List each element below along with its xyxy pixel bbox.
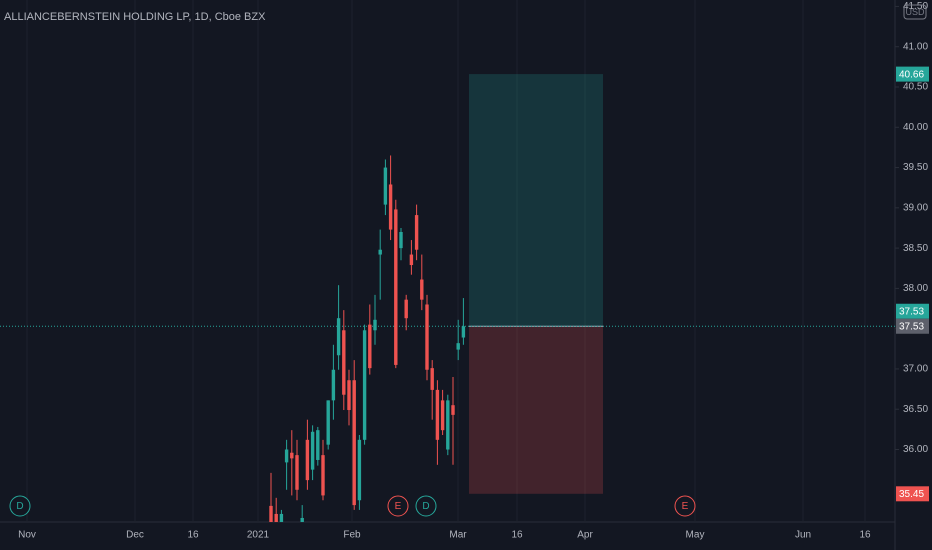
grid — [26, 0, 866, 522]
chart-title: ALLIANCEBERNSTEIN HOLDING LP, 1D, Cboe B… — [4, 11, 266, 23]
candle-body — [352, 380, 356, 506]
candle-body — [430, 368, 434, 390]
x-tick-label: Feb — [343, 530, 361, 541]
candle-body — [373, 319, 377, 331]
x-tick-label: Apr — [577, 530, 593, 541]
candle-body — [435, 389, 440, 440]
currency: USD — [905, 7, 925, 17]
candle-body — [347, 380, 351, 411]
event-label: E — [395, 501, 402, 512]
candle-body — [269, 505, 273, 522]
event-label: D — [16, 501, 23, 512]
axes: 41.50 41.00 40.50 40.00 39.50 39.00 38.50 38.00… — [18, 1, 929, 541]
price-label: 37.53 — [899, 306, 924, 317]
y-tick-label: 36.00 — [903, 444, 928, 455]
x-tick-label: May — [686, 530, 705, 541]
stop-zone — [469, 326, 603, 494]
target-zone — [469, 74, 603, 327]
y-tick-label: 39.00 — [903, 202, 928, 213]
y-tick-label: 40.50 — [903, 82, 928, 93]
candle-body — [295, 455, 299, 490]
candle-body — [440, 400, 445, 431]
y-tick-label: 36.50 — [903, 404, 928, 415]
candle-body — [446, 400, 450, 450]
event-marker[interactable] — [387, 495, 409, 517]
candle-body — [383, 167, 388, 205]
candle-body — [284, 449, 289, 463]
candle-body — [404, 299, 408, 319]
candle-body — [305, 439, 310, 481]
candle-body — [279, 513, 284, 522]
candle-body — [409, 254, 414, 266]
x-tick-label: 16 — [511, 530, 523, 541]
candle-body — [357, 439, 362, 501]
price-label-bg — [896, 486, 929, 502]
candle-body — [362, 330, 367, 440]
candle-body — [331, 369, 336, 401]
event-label: E — [682, 501, 689, 512]
x-tick-label: Nov — [18, 530, 36, 541]
event-label: D — [422, 501, 429, 512]
candle-body — [399, 232, 403, 249]
candle-body — [420, 279, 424, 300]
price-label: 37.53 — [899, 321, 924, 332]
price-label-bg — [896, 66, 929, 82]
candle-body — [300, 517, 304, 522]
candle-body — [388, 184, 393, 230]
candle-body — [274, 513, 278, 522]
candle-body — [310, 431, 315, 470]
candle-body — [336, 318, 341, 356]
price-label: 35.45 — [899, 489, 924, 500]
y-tick-label: 38.50 — [903, 243, 928, 254]
x-tick-label: Jun — [795, 530, 811, 541]
y-tick-label: 38.00 — [903, 283, 928, 294]
candle-body — [368, 324, 372, 369]
price-label: 40.66 — [899, 69, 924, 80]
x-tick-label: 16 — [859, 530, 871, 541]
x-tick-label: 16 — [187, 530, 199, 541]
candle-body — [326, 400, 330, 445]
candle-body — [425, 304, 429, 370]
candle-body — [316, 430, 320, 460]
candle-body — [394, 209, 398, 365]
y-tick-label: 37.00 — [903, 364, 928, 375]
candle-body — [461, 326, 466, 338]
candle-body — [451, 405, 455, 415]
y-tick-label: 40.00 — [903, 122, 928, 133]
y-tick-label: 39.50 — [903, 162, 928, 173]
x-tick-label: Mar — [449, 530, 467, 541]
candle-body — [378, 249, 382, 255]
candle-body — [290, 452, 294, 459]
y-tick-label: 41.00 — [903, 41, 928, 52]
candle-body — [456, 343, 460, 350]
currency-badge[interactable] — [903, 4, 927, 20]
price-label-bg — [896, 318, 929, 334]
x-tick-label: 2021 — [247, 530, 270, 541]
y-tick-label: 41.50 — [903, 1, 928, 12]
candle-body — [321, 455, 325, 496]
event-marker[interactable] — [415, 495, 437, 517]
candle-body — [342, 330, 346, 395]
event-marker[interactable] — [674, 495, 696, 517]
candle-body — [414, 215, 419, 250]
price-label-bg — [896, 303, 929, 319]
event-marker[interactable] — [9, 495, 31, 517]
x-tick-label: Dec — [126, 530, 144, 541]
